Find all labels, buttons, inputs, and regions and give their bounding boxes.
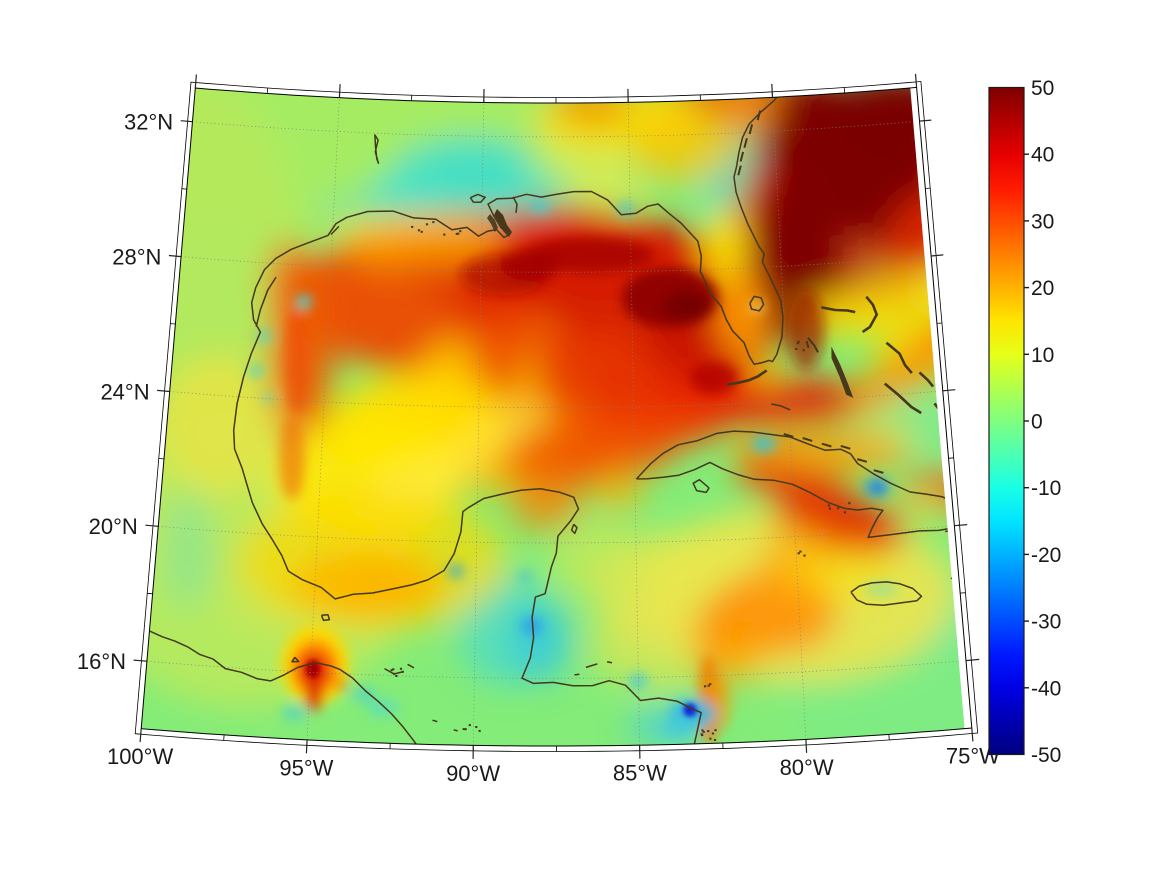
- svg-text:20°N: 20°N: [89, 514, 138, 539]
- svg-text:16°N: 16°N: [77, 649, 126, 674]
- svg-text:0: 0: [1031, 411, 1043, 434]
- svg-text:100°W: 100°W: [107, 744, 174, 769]
- svg-text:90°W: 90°W: [446, 761, 500, 786]
- svg-text:-40: -40: [1031, 677, 1061, 700]
- svg-text:28°N: 28°N: [112, 244, 161, 269]
- svg-text:24°N: 24°N: [100, 379, 149, 404]
- svg-text:40: 40: [1031, 144, 1054, 167]
- svg-text:95°W: 95°W: [279, 755, 333, 780]
- svg-text:-30: -30: [1031, 611, 1061, 634]
- svg-text:-10: -10: [1031, 477, 1061, 500]
- svg-text:50: 50: [1031, 77, 1054, 100]
- svg-text:85°W: 85°W: [613, 761, 667, 786]
- svg-text:-50: -50: [1031, 744, 1061, 767]
- svg-text:30: 30: [1031, 210, 1054, 233]
- svg-text:20: 20: [1031, 277, 1054, 300]
- svg-text:-20: -20: [1031, 544, 1061, 567]
- svg-text:32°N: 32°N: [124, 110, 173, 135]
- svg-text:10: 10: [1031, 344, 1054, 367]
- svg-text:80°W: 80°W: [780, 755, 834, 780]
